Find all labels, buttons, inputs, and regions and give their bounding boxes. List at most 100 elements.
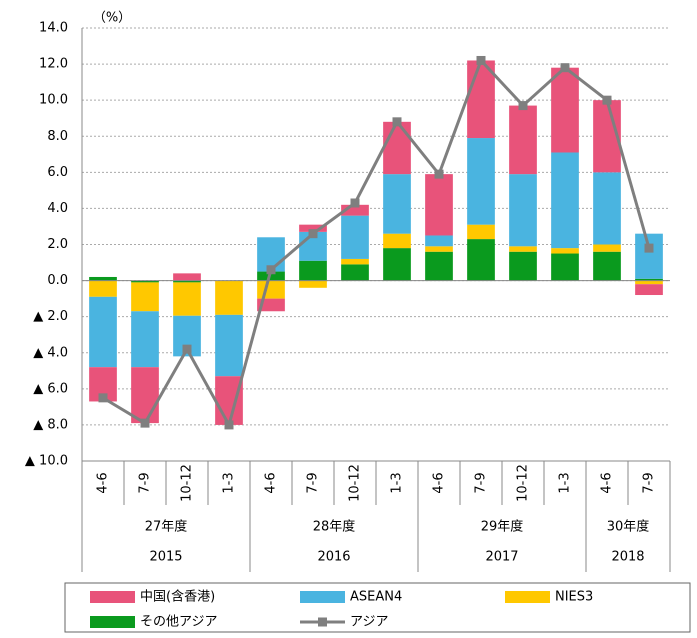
legend-label: ASEAN4	[350, 590, 402, 605]
line-marker	[140, 418, 150, 428]
bar-segment	[383, 233, 411, 249]
bar-segment	[593, 172, 621, 245]
bar-segment	[467, 224, 495, 240]
line-marker	[560, 63, 570, 73]
x-tick-label: 7-9	[642, 472, 657, 493]
line-marker	[266, 265, 276, 275]
line-marker	[434, 169, 444, 179]
group-label: 29年度	[481, 519, 524, 535]
line-marker	[182, 344, 192, 354]
bar-segment	[467, 60, 495, 139]
x-tick-label: 4-6	[432, 472, 447, 493]
x-tick-label: 7-9	[474, 472, 489, 493]
bar-segment	[425, 174, 453, 236]
group-label: 28年度	[313, 519, 356, 535]
y-tick-label: 4.0	[47, 201, 68, 216]
bar-segment	[383, 121, 411, 175]
legend-swatch	[90, 591, 135, 603]
bar-segment	[89, 280, 117, 297]
bar-segment	[383, 248, 411, 281]
x-tick-label: 4-6	[600, 472, 615, 493]
bar-segment	[299, 260, 327, 281]
bar-segment	[509, 251, 537, 281]
x-tick-label: 1-3	[558, 472, 573, 493]
legend-swatch	[505, 591, 550, 603]
bar-segment	[299, 224, 327, 232]
x-tick-label: 1-3	[222, 472, 237, 493]
y-tick-label: 14.0	[39, 21, 68, 36]
y-tick-label: 8.0	[47, 129, 68, 144]
bar-segment	[467, 138, 495, 225]
bar-segment	[131, 367, 159, 424]
y-tick-label: ▲ 2.0	[33, 309, 68, 324]
bar-segment	[341, 215, 369, 259]
year-label: 2016	[317, 550, 350, 565]
bar-segment	[257, 280, 285, 299]
bar-segment	[509, 246, 537, 252]
y-tick-label: 12.0	[39, 57, 68, 72]
bar-segment	[341, 264, 369, 281]
bar-segment	[593, 244, 621, 252]
unit-label: （%）	[93, 11, 131, 26]
y-tick-label: ▲ 8.0	[33, 417, 68, 432]
bar-segment	[509, 174, 537, 247]
bar-segment	[425, 251, 453, 281]
bar-segment	[551, 248, 579, 254]
bar-segment	[467, 239, 495, 281]
bar-segment	[215, 376, 243, 425]
bar-segment	[593, 251, 621, 281]
year-label: 2017	[485, 550, 518, 565]
bar-segment	[341, 258, 369, 265]
bar-segment	[551, 67, 579, 153]
bar-segment	[131, 282, 159, 312]
y-tick-label: ▲ 6.0	[33, 381, 68, 396]
bar-segment	[551, 253, 579, 281]
line	[102, 57, 651, 429]
bar-segment	[215, 280, 243, 315]
bar-segment	[131, 311, 159, 368]
group-label: 30年度	[607, 519, 650, 535]
bar-segment	[257, 298, 285, 312]
legend-box	[64, 582, 691, 633]
bar-segment	[173, 282, 201, 316]
x-tick-label: 10-12	[516, 464, 531, 502]
line-marker	[644, 243, 654, 253]
bar-segment	[173, 273, 201, 281]
legend-marker	[318, 617, 327, 627]
bar-segment	[341, 204, 369, 216]
y-tick-label: 2.0	[47, 237, 68, 252]
bar-segment	[299, 280, 327, 288]
bar-segment	[257, 271, 285, 281]
legend-swatch	[300, 591, 345, 603]
bar-segment	[509, 105, 537, 175]
x-tick-label: 10-12	[348, 464, 363, 502]
bar-segment	[551, 152, 579, 249]
line-marker	[98, 393, 108, 403]
line-marker	[602, 95, 612, 105]
bar-segment	[89, 296, 117, 368]
y-tick-label: ▲ 10.0	[25, 454, 68, 469]
legend-label: 中国(含香港)	[140, 589, 215, 605]
x-tick-label: 7-9	[306, 472, 321, 493]
x-tick-label: 4-6	[264, 472, 279, 493]
bar-segment	[425, 235, 453, 247]
bar-segment	[383, 174, 411, 234]
bar-segment	[173, 280, 201, 283]
bar-segment	[635, 278, 663, 281]
y-tick-label: 6.0	[47, 165, 68, 180]
x-tick-label: 10-12	[180, 464, 195, 502]
bar-segment	[89, 276, 117, 281]
line-marker	[224, 420, 234, 430]
y-tick-label: 0.0	[47, 273, 68, 288]
line-marker	[350, 198, 360, 208]
x-tick-label: 4-6	[96, 472, 111, 493]
legend-label: アジア	[350, 615, 388, 630]
legend-label: その他アジア	[140, 615, 217, 630]
x-tick-label: 7-9	[138, 472, 153, 493]
group-label: 27年度	[145, 519, 188, 535]
line-marker	[476, 55, 486, 65]
year-label: 2018	[611, 550, 644, 565]
line-marker	[392, 117, 402, 127]
bar-segment	[635, 280, 663, 285]
